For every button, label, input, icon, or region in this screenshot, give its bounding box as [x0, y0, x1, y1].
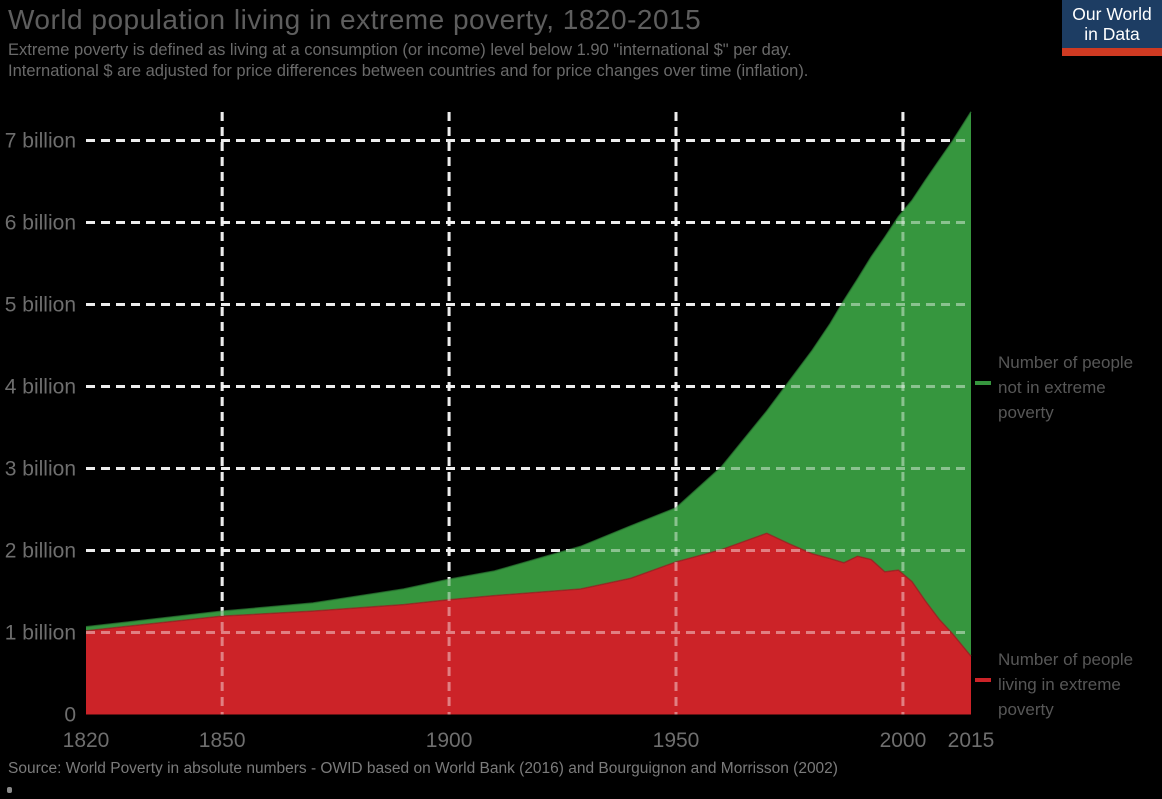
y-tick-label-7: 7 billion [5, 130, 76, 153]
legend-marker-green [975, 381, 991, 385]
y-tick-label-0: 0 [64, 704, 76, 727]
edge-total-population [85, 111, 972, 628]
y-tick-label-5: 5 billion [5, 294, 76, 317]
owid-logo-red-bar [1062, 48, 1162, 56]
x-tick-label-1900: 1900 [426, 729, 473, 752]
x-tick-label-2015: 2015 [948, 729, 995, 752]
owid-logo-line2: in Data [1084, 24, 1140, 44]
owid-logo[interactable]: Our World in Data [1062, 0, 1162, 56]
x-tick-label-2000: 2000 [880, 729, 927, 752]
legend-label-in-poverty: Number of people living in extreme pover… [998, 650, 1134, 719]
y-tick-label-6: 6 billion [5, 212, 76, 235]
source-note: Source: World Poverty in absolute number… [8, 760, 838, 777]
chart-title: World population living in extreme pover… [8, 4, 702, 35]
x-tick-label-1950: 1950 [653, 729, 700, 752]
owid-logo-box: Our World in Data [1062, 0, 1162, 48]
edge-poverty [85, 532, 972, 657]
chart-subtitle: Extreme poverty is defined as living at … [8, 41, 809, 80]
area-not-in-extreme-poverty [86, 111, 971, 657]
legend-living-in-extreme-poverty[interactable]: Number of people living in extreme pover… [975, 647, 1162, 725]
x-tick-label-1850: 1850 [199, 729, 246, 752]
owid-logo-line1: Our World [1072, 4, 1152, 24]
y-tick-label-4: 4 billion [5, 376, 76, 399]
y-tick-label-3: 3 billion [5, 458, 76, 481]
legend-label-not-in-poverty: Number of people not in extreme poverty [998, 353, 1134, 422]
y-tick-label-2: 2 billion [5, 540, 76, 563]
area-living-in-extreme-poverty [86, 533, 971, 715]
y-tick-label-1: 1 billion [5, 622, 76, 645]
footnote-dot [7, 787, 12, 793]
x-tick-label-1820: 1820 [63, 729, 110, 752]
legend-marker-red [975, 678, 991, 682]
legend-not-in-extreme-poverty[interactable]: Number of people not in extreme poverty [975, 350, 1162, 428]
